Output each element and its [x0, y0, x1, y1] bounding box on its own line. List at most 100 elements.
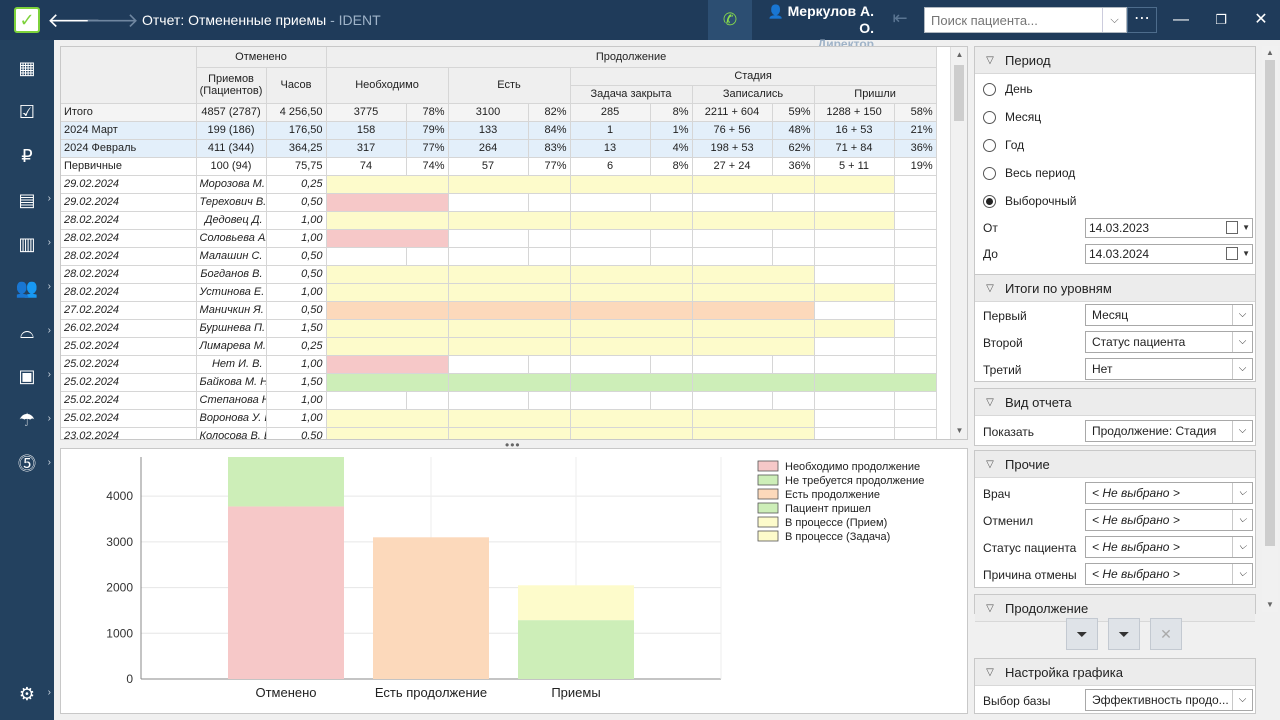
more-button[interactable]: ⋯: [1127, 7, 1157, 33]
table-row[interactable]: 25.02.2024 Байкова М. Н. 1,50: [61, 373, 937, 392]
header-needed[interactable]: Необходимо: [326, 67, 449, 104]
base-select[interactable]: Эффективность продо... ⌵: [1085, 689, 1253, 711]
remove-filter-button[interactable]: ⏷: [1108, 618, 1140, 650]
chevron-down-icon[interactable]: ▼: [1242, 249, 1250, 258]
header-appointments[interactable]: Приемов (Пациентов): [196, 67, 267, 104]
period-option[interactable]: Год: [983, 135, 1024, 155]
phone-button[interactable]: ✆: [708, 0, 752, 40]
collapse-icon[interactable]: ▽: [986, 666, 994, 678]
radio-button[interactable]: [983, 110, 996, 124]
header-stage[interactable]: Стадия: [570, 67, 937, 86]
header-cancelled[interactable]: Отменено: [196, 47, 327, 68]
table-row[interactable]: 28.02.2024 Дедовец Д. 1,00: [61, 211, 937, 230]
first-level-select[interactable]: Месяц ⌵: [1085, 304, 1253, 326]
chevron-down-icon[interactable]: ⌵: [1232, 537, 1252, 557]
sidebar-item-warehouse[interactable]: ▣ ›: [0, 354, 54, 398]
header-exists[interactable]: Есть: [448, 67, 571, 104]
patient-status-select[interactable]: < Не выбрано > ⌵: [1085, 536, 1253, 558]
add-filter-button[interactable]: ⏷: [1066, 618, 1098, 650]
sidebar-item-charts[interactable]: ▥ ›: [0, 222, 54, 266]
header-came[interactable]: Пришли: [814, 85, 937, 104]
from-date-input[interactable]: 14.03.2023 ▼: [1085, 218, 1253, 238]
chevron-down-icon[interactable]: ⌵: [1232, 305, 1252, 325]
chevron-down-icon[interactable]: ⌵: [1232, 332, 1252, 352]
header-continuation[interactable]: Продолжение: [326, 47, 937, 68]
radio-button[interactable]: [983, 194, 996, 208]
chevron-down-icon[interactable]: ⌵: [1232, 564, 1252, 584]
chevron-down-icon[interactable]: ⌵: [1102, 8, 1126, 32]
table-row[interactable]: 25.02.2024 Лимарева М. 0,25: [61, 337, 937, 356]
sidebar-item-reports[interactable]: ▤ ›: [0, 178, 54, 222]
close-button[interactable]: ✕: [1254, 11, 1268, 28]
group-chart-settings-header[interactable]: ▽ Настройка графика: [975, 659, 1255, 686]
chevron-down-icon[interactable]: ▼: [1242, 223, 1250, 232]
clear-filter-button[interactable]: ✕: [1150, 618, 1182, 650]
collapse-icon[interactable]: ▽: [986, 282, 994, 294]
collapse-icon[interactable]: ▽: [986, 54, 994, 66]
scroll-down-icon[interactable]: ▼: [1266, 600, 1274, 609]
scroll-up-icon[interactable]: ▲: [1266, 48, 1274, 57]
user-info[interactable]: 👤 Меркулов А. О. Директор: [754, 3, 874, 51]
app-logo[interactable]: ✓: [0, 0, 54, 40]
chevron-down-icon[interactable]: ⌵: [1232, 421, 1252, 441]
scroll-down-icon[interactable]: ▼: [955, 426, 964, 435]
header-task-closed[interactable]: Задача закрыта: [570, 85, 693, 104]
logout-icon[interactable]: ⇤: [892, 8, 908, 28]
third-level-select[interactable]: Нет ⌵: [1085, 358, 1253, 380]
forward-button[interactable]: 🡒: [85, 9, 139, 32]
summary-row[interactable]: Итого 4857 (2787) 4 256,50 3775 78% 3100 82% 28…: [61, 103, 937, 122]
table-row[interactable]: 28.02.2024 Малашин С. 0,50: [61, 247, 937, 266]
period-option[interactable]: Весь период: [983, 163, 1075, 183]
header-booked[interactable]: Записались: [692, 85, 815, 104]
period-option[interactable]: Месяц: [983, 107, 1041, 127]
summary-row[interactable]: 2024 Март 199 (186) 176,50 158 79% 133 84% 1 1% 7…: [61, 121, 937, 140]
calendar-icon[interactable]: [1226, 221, 1238, 234]
radio-button[interactable]: [983, 166, 996, 180]
sidebar-item-settings[interactable]: ⚙ ›: [0, 672, 54, 716]
grid-scrollbar[interactable]: ▲ ▼: [950, 47, 967, 439]
sidebar-item-insurance[interactable]: ☂ ›: [0, 398, 54, 442]
minimize-button[interactable]: —: [1173, 11, 1189, 28]
calendar-icon[interactable]: [1226, 247, 1238, 260]
table-row[interactable]: 25.02.2024 Нет И. В. 1,00: [61, 355, 937, 374]
sidebar-item-tasks[interactable]: ☑: [0, 90, 54, 134]
chevron-down-icon[interactable]: ⌵: [1232, 483, 1252, 503]
group-view-header[interactable]: ▽ Вид отчета: [975, 389, 1255, 416]
summary-row[interactable]: Первичные 100 (94) 75,75 74 74% 57 77% 6 8% 27 + …: [61, 157, 937, 176]
filter-scrollbar[interactable]: ▲ ▼: [1262, 46, 1278, 612]
sidebar-item-finance[interactable]: ₽: [0, 134, 54, 178]
grid-scroll-thumb[interactable]: [954, 65, 964, 121]
table-row[interactable]: 25.02.2024 Степанова Н. 1,00: [61, 391, 937, 410]
collapse-icon[interactable]: ▽: [986, 396, 994, 408]
collapse-icon[interactable]: ▽: [986, 458, 994, 470]
radio-button[interactable]: [983, 82, 996, 96]
sidebar-item-payments[interactable]: ⓹ ›: [0, 442, 54, 486]
table-row[interactable]: 29.02.2024 Терехович В. 0,50: [61, 193, 937, 212]
collapse-icon[interactable]: ▽: [986, 602, 994, 614]
back-button[interactable]: 🡐: [47, 9, 101, 32]
doctor-select[interactable]: < Не выбрано > ⌵: [1085, 482, 1253, 504]
sidebar-item-patients[interactable]: 👥 ›: [0, 266, 54, 310]
group-levels-header[interactable]: ▽ Итоги по уровням: [975, 275, 1255, 302]
summary-row[interactable]: 2024 Февраль 411 (344) 364,25 317 77% 264 83% 1…: [61, 139, 937, 158]
chevron-down-icon[interactable]: ⌵: [1232, 359, 1252, 379]
group-other-header[interactable]: ▽ Прочие: [975, 451, 1255, 478]
patient-search-input[interactable]: [925, 8, 1095, 32]
chevron-down-icon[interactable]: ⌵: [1232, 510, 1252, 530]
table-row[interactable]: 28.02.2024 Богданов В. 0,50: [61, 265, 937, 284]
radio-button[interactable]: [983, 138, 996, 152]
sidebar-item-dental[interactable]: ⌓ ›: [0, 310, 54, 354]
period-option[interactable]: Выборочный: [983, 191, 1076, 211]
scroll-up-icon[interactable]: ▲: [955, 50, 964, 59]
second-level-select[interactable]: Статус пациента ⌵: [1085, 331, 1253, 353]
header-hours[interactable]: Часов: [266, 67, 327, 104]
maximize-button[interactable]: ❐: [1215, 12, 1227, 27]
group-period-header[interactable]: ▽ Период: [975, 47, 1255, 74]
filter-scroll-thumb[interactable]: [1265, 60, 1275, 546]
